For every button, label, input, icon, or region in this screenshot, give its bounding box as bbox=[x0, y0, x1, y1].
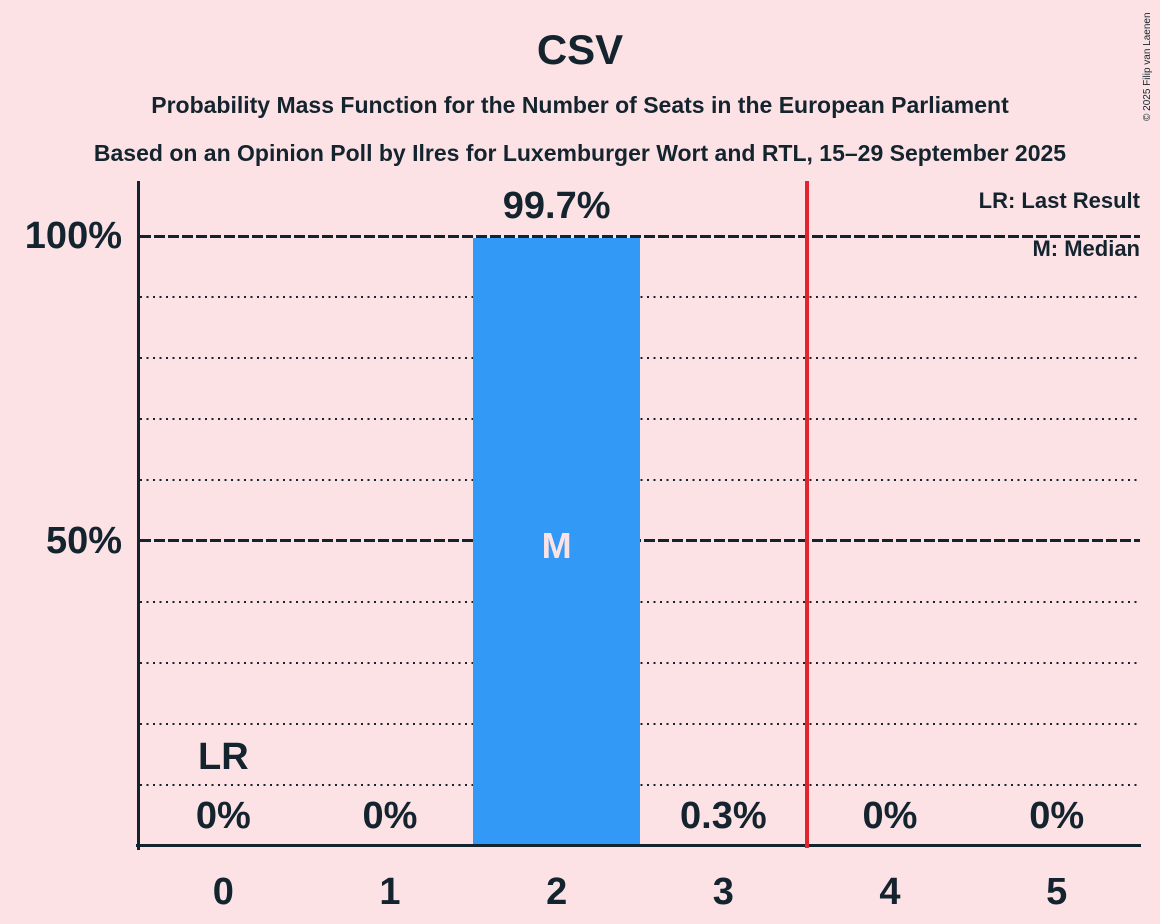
y-axis-tick-label: 50% bbox=[45, 519, 122, 562]
copyright-notice: © 2025 Filip van Laenen bbox=[1142, 12, 1153, 121]
bar-value-label: 0.3% bbox=[680, 794, 767, 837]
bar-value-label: 0% bbox=[195, 794, 251, 837]
last-result-marker: LR bbox=[198, 735, 249, 778]
gridline-dotted bbox=[140, 600, 1140, 603]
gridline-dotted bbox=[140, 478, 1140, 481]
y-axis-tick-label: 100% bbox=[24, 215, 122, 257]
x-axis-tick-label: 2 bbox=[546, 870, 568, 913]
gridline-dotted bbox=[140, 417, 1140, 420]
majority-threshold-line bbox=[804, 181, 809, 848]
gridline-dotted bbox=[140, 295, 1140, 298]
bar-value-label: 0% bbox=[1029, 794, 1085, 837]
pmf-bar bbox=[473, 237, 640, 847]
gridline-dotted bbox=[140, 722, 1140, 725]
bar-value-label: 0% bbox=[362, 794, 418, 837]
bar-value-label: 0% bbox=[862, 794, 918, 837]
gridline-solid bbox=[140, 234, 1140, 238]
gridline-dotted bbox=[140, 783, 1140, 786]
x-axis-tick-label: 0 bbox=[212, 870, 234, 913]
legend-median: M: Median bbox=[1032, 236, 1140, 261]
gridline-solid bbox=[140, 539, 1140, 543]
x-axis-line bbox=[136, 844, 1141, 847]
legend-last-result: LR: Last Result bbox=[978, 188, 1140, 213]
gridline-dotted bbox=[140, 661, 1140, 664]
chart-title: CSV bbox=[536, 26, 624, 73]
bar-value-label: 99.7% bbox=[502, 184, 611, 227]
x-axis-tick-label: 4 bbox=[879, 870, 901, 913]
x-axis-tick-label: 5 bbox=[1046, 870, 1068, 913]
gridline-dotted bbox=[140, 356, 1140, 359]
x-axis-tick-label: 1 bbox=[379, 870, 401, 913]
chart-source-line: Based on an Opinion Poll by Ilres for Lu… bbox=[93, 140, 1067, 166]
x-axis-tick-label: 3 bbox=[712, 870, 734, 913]
y-axis-line bbox=[137, 181, 140, 850]
chart-subtitle: Probability Mass Function for the Number… bbox=[151, 92, 1009, 118]
median-marker: M bbox=[541, 524, 572, 566]
